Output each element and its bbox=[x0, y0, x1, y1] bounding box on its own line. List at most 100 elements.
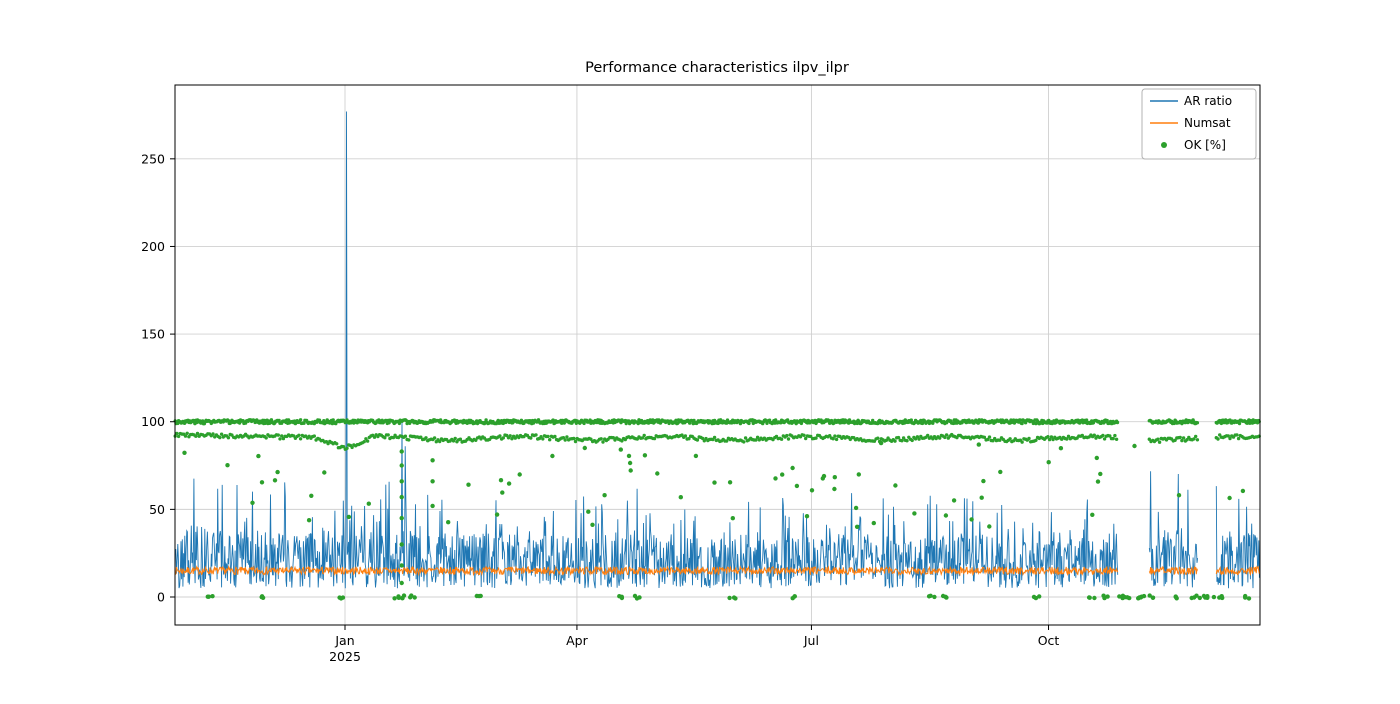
ok-dot bbox=[840, 420, 844, 425]
ok-dot bbox=[773, 476, 778, 481]
ok-dot bbox=[932, 594, 937, 600]
legend-label-numsat: Numsat bbox=[1184, 116, 1231, 130]
ok-dot bbox=[657, 418, 661, 422]
ok-dot bbox=[637, 418, 641, 422]
ok-dot bbox=[652, 436, 657, 441]
ok-dot bbox=[399, 563, 404, 568]
ok-dot bbox=[832, 486, 837, 492]
ok-dot bbox=[790, 596, 795, 601]
ok-dot bbox=[804, 514, 810, 519]
ok-dot bbox=[938, 436, 942, 440]
ok-dot bbox=[979, 495, 984, 500]
ok-dots-layer bbox=[173, 418, 1261, 601]
ok-dot bbox=[943, 594, 948, 599]
ok-dot bbox=[1226, 434, 1231, 438]
ok-dot bbox=[1236, 436, 1241, 441]
ok-dot bbox=[640, 436, 645, 440]
ok-dot bbox=[430, 479, 435, 484]
ok-dot bbox=[943, 435, 947, 440]
ok-dot bbox=[494, 512, 500, 517]
ok-dot bbox=[484, 418, 488, 422]
ok-dot bbox=[1194, 434, 1198, 439]
ok-dot bbox=[517, 472, 522, 477]
ok-dot bbox=[400, 596, 405, 601]
ok-dot bbox=[900, 439, 904, 443]
ok-dot bbox=[747, 421, 751, 426]
ok-dot bbox=[407, 438, 411, 442]
ok-dot bbox=[194, 434, 198, 438]
ok-dot bbox=[278, 437, 282, 441]
ok-dot bbox=[1020, 421, 1024, 426]
ok-dot bbox=[1246, 596, 1252, 601]
ok-dot bbox=[802, 433, 806, 437]
ok-dot bbox=[602, 493, 607, 498]
ok-dot bbox=[944, 433, 949, 437]
ok-dot bbox=[346, 514, 352, 520]
ok-dot bbox=[969, 517, 974, 522]
ok-dot bbox=[893, 439, 897, 443]
ok-dot bbox=[259, 594, 265, 599]
ok-dot bbox=[1066, 434, 1071, 438]
ok-dot bbox=[322, 470, 327, 475]
y-tick-label: 150 bbox=[141, 327, 165, 342]
ok-dot bbox=[785, 433, 789, 438]
ok-dot bbox=[599, 437, 603, 441]
ok-dot bbox=[508, 434, 512, 438]
ok-dot bbox=[919, 418, 923, 423]
ok-dot bbox=[1086, 595, 1092, 600]
ok-dot bbox=[1211, 594, 1217, 600]
ok-dot bbox=[582, 445, 587, 451]
ok-dot bbox=[693, 453, 699, 459]
ok-dot bbox=[1117, 594, 1122, 599]
ok-dot bbox=[1108, 434, 1112, 438]
ok-dot bbox=[725, 439, 729, 443]
ok-dot bbox=[920, 421, 925, 426]
ok-dot bbox=[1228, 436, 1232, 441]
ok-dot bbox=[350, 445, 354, 450]
ok-dot bbox=[981, 478, 986, 484]
ok-dot bbox=[742, 440, 746, 444]
ok-dot bbox=[387, 421, 391, 425]
ok-dot bbox=[1102, 437, 1107, 441]
ok-dot bbox=[590, 522, 595, 527]
ok-dot bbox=[790, 465, 795, 471]
ok-dot bbox=[642, 453, 648, 458]
ok-dot bbox=[399, 494, 404, 500]
ok-dot bbox=[562, 421, 566, 425]
ok-dot bbox=[337, 595, 342, 600]
ok-dot bbox=[534, 433, 538, 437]
ok-dot bbox=[335, 442, 339, 446]
y-tick-label: 100 bbox=[141, 414, 165, 429]
legend[interactable]: AR ratio Numsat OK [%] bbox=[1141, 88, 1257, 160]
ok-dot bbox=[396, 595, 401, 600]
ok-dot bbox=[451, 439, 456, 443]
ok-dot bbox=[386, 433, 390, 437]
ok-dot bbox=[893, 483, 898, 488]
ok-dot bbox=[905, 439, 909, 443]
numsat-line bbox=[174, 565, 1260, 577]
ok-dot bbox=[205, 594, 210, 599]
ok-dot bbox=[276, 433, 280, 437]
ok-dot bbox=[674, 418, 678, 422]
ok-dot bbox=[1105, 418, 1109, 423]
ok-dot bbox=[712, 480, 717, 485]
ok-dot bbox=[185, 431, 189, 435]
ok-dot bbox=[917, 437, 921, 441]
ok-dot bbox=[1049, 435, 1054, 439]
ok-dot bbox=[541, 437, 545, 441]
ok-dot bbox=[474, 438, 478, 442]
ok-dot bbox=[225, 463, 230, 468]
ok-dot bbox=[1034, 421, 1038, 426]
y-tick-label: 250 bbox=[141, 151, 165, 166]
ok-dot bbox=[695, 438, 700, 442]
ok-dot bbox=[298, 418, 303, 422]
ok-dot bbox=[926, 594, 932, 599]
ok-dot bbox=[561, 436, 566, 440]
ok-dot bbox=[563, 438, 567, 442]
series-layer bbox=[173, 111, 1261, 601]
plot-border bbox=[174, 84, 1261, 626]
ok-dot bbox=[1031, 594, 1037, 600]
ok-dot bbox=[712, 435, 717, 440]
ok-dot bbox=[1132, 443, 1137, 449]
